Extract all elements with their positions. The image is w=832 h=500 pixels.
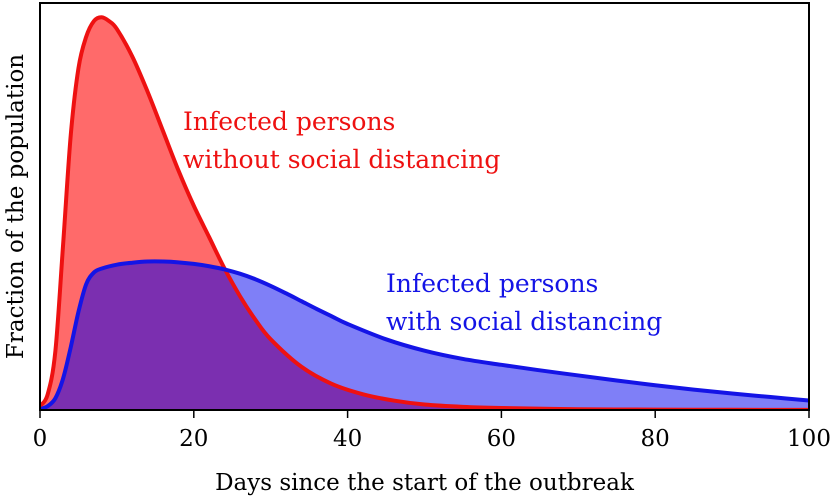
x-tick-label: 100 bbox=[787, 426, 831, 452]
x-tick-label: 80 bbox=[641, 426, 670, 452]
x-axis-label: Days since the start of the outbreak bbox=[215, 470, 635, 496]
x-tick-label: 60 bbox=[487, 426, 516, 452]
x-tick-label: 0 bbox=[33, 426, 48, 452]
annotation-text: Infected persons bbox=[183, 107, 395, 136]
line-with-distancing bbox=[40, 259, 809, 410]
annotation-text: without social distancing bbox=[183, 145, 500, 174]
area-overlap bbox=[40, 261, 809, 410]
annotation-text: with social distancing bbox=[386, 307, 662, 336]
annotation-text: Infected persons bbox=[386, 269, 598, 298]
line-without-distancing bbox=[40, 15, 809, 410]
y-axis-label: Fraction of the population bbox=[3, 54, 29, 359]
x-tick-label: 20 bbox=[179, 426, 208, 452]
plot-frame bbox=[39, 2, 810, 411]
x-tick-label: 40 bbox=[333, 426, 362, 452]
